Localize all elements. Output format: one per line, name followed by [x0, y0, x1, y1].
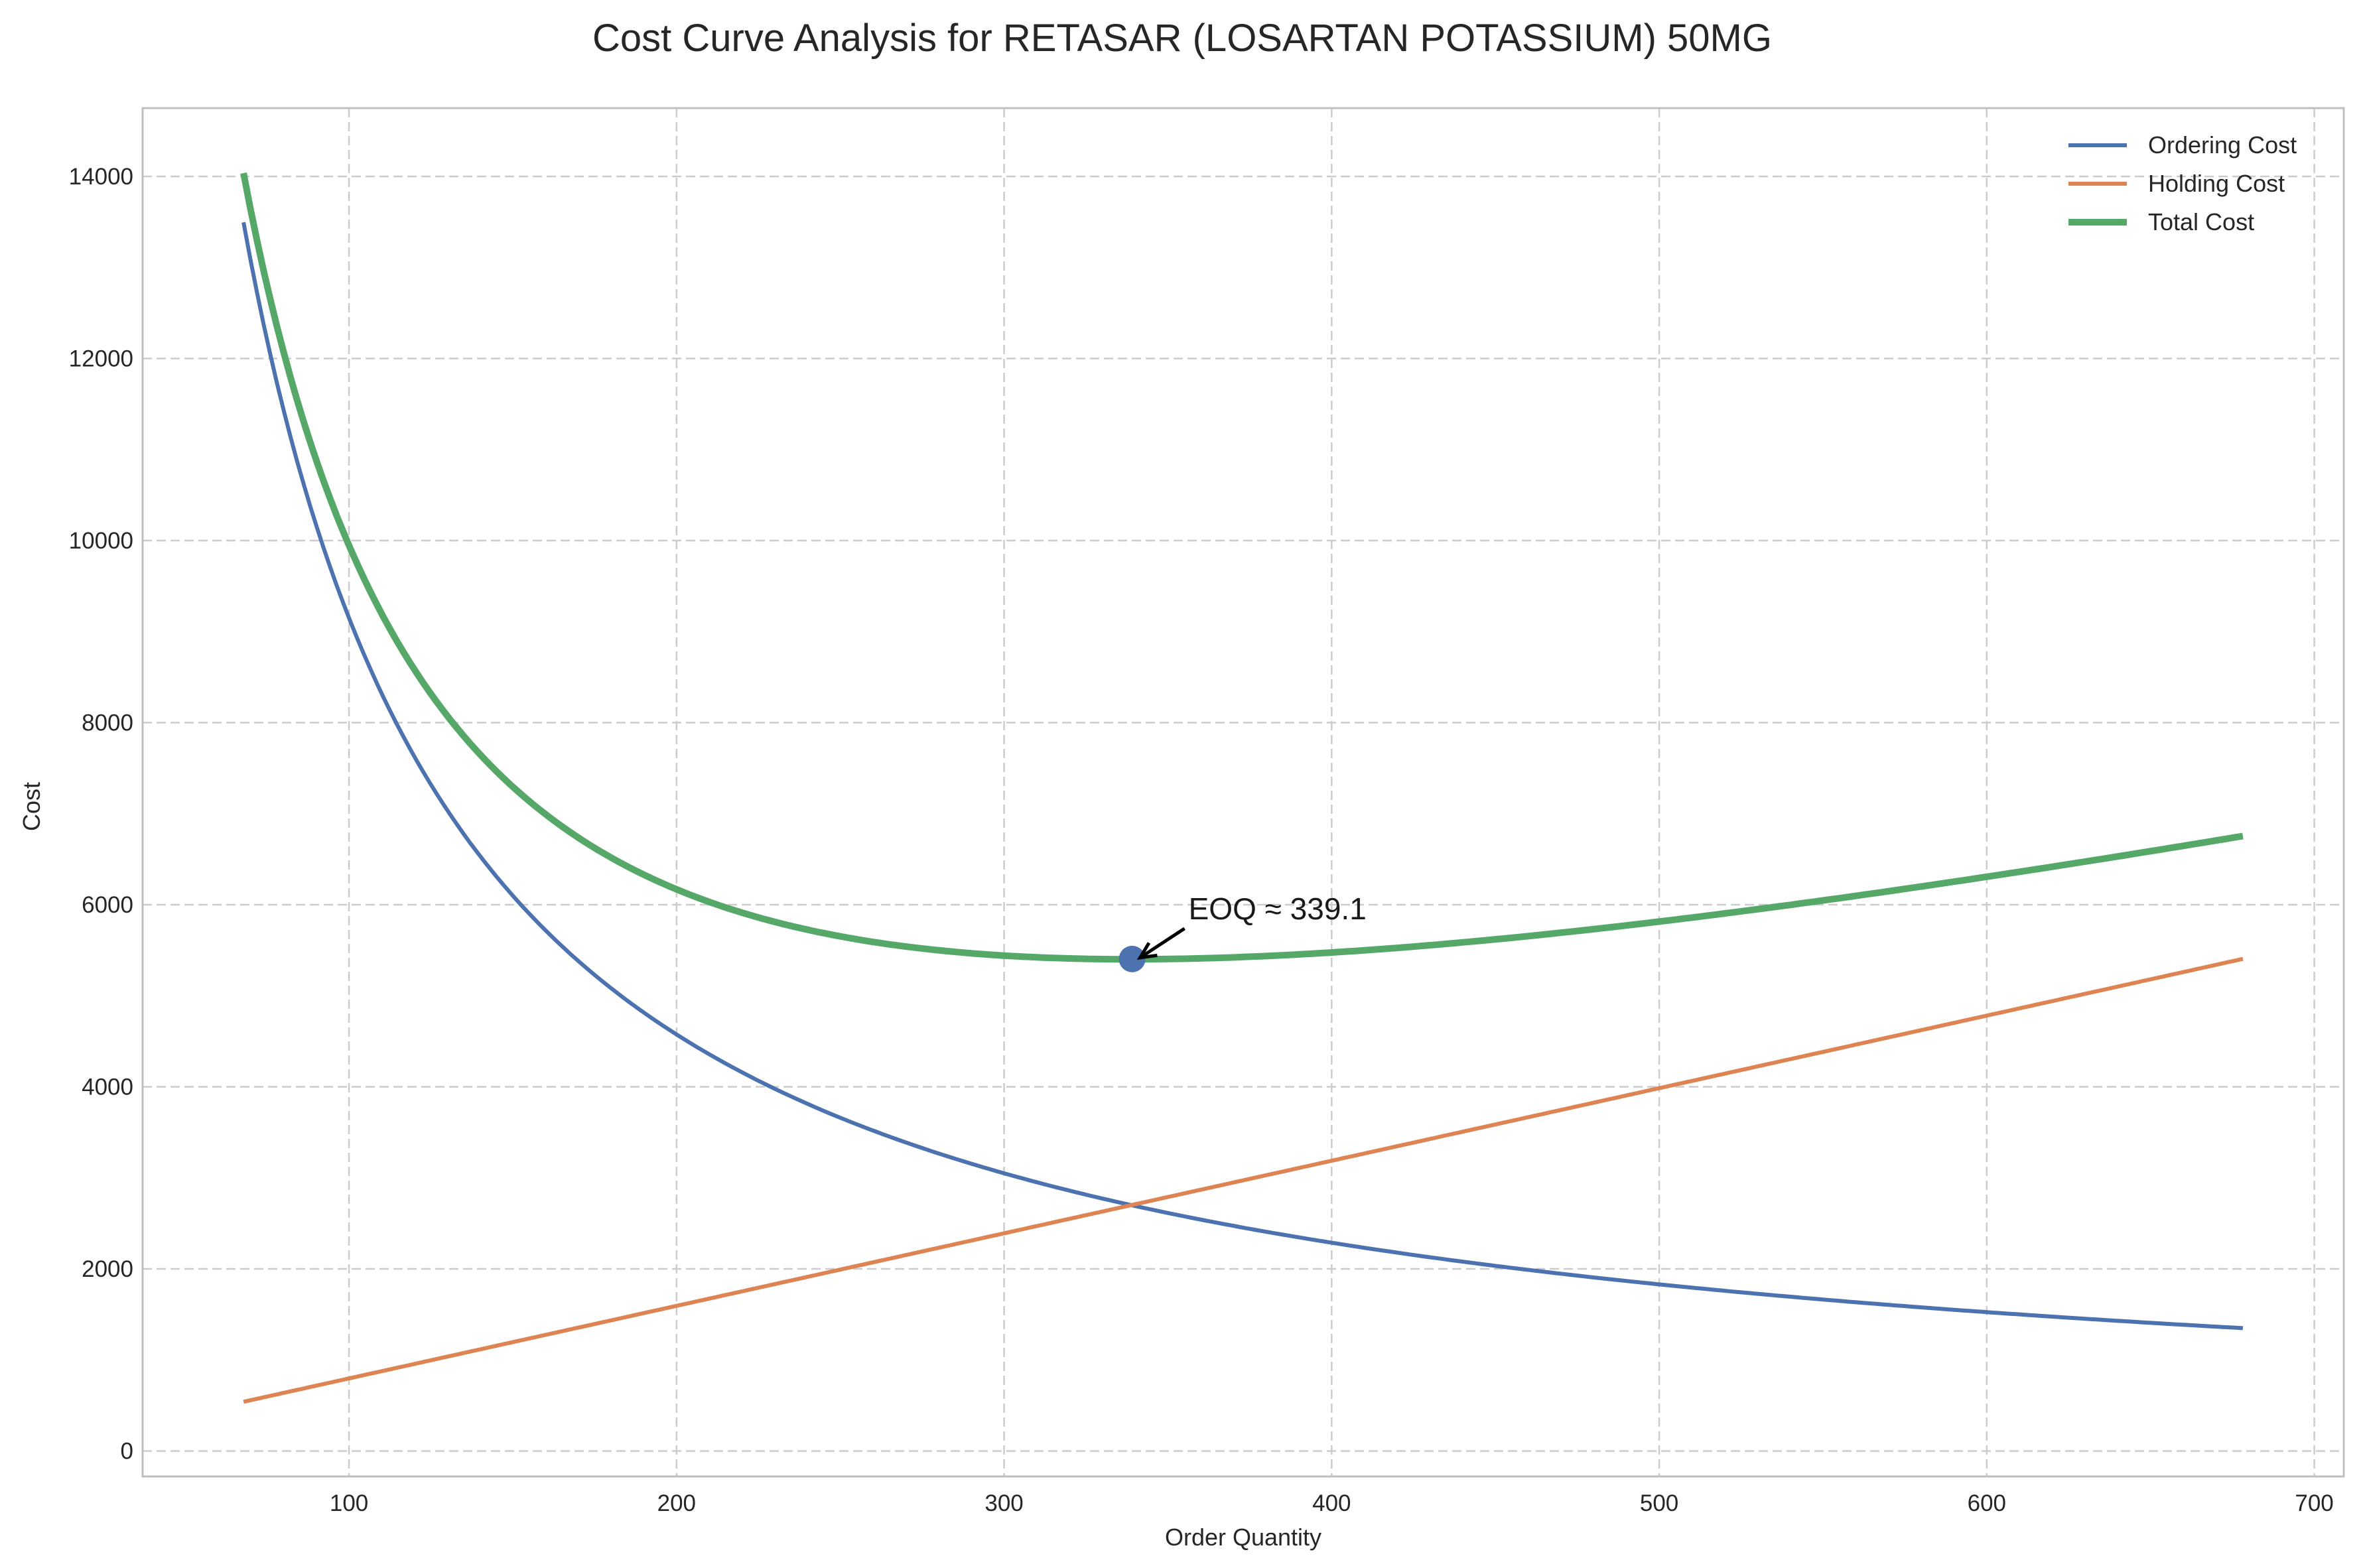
legend-entry: Ordering Cost: [2148, 131, 2297, 159]
x-tick-label: 400: [1312, 1490, 1351, 1516]
y-tick-label: 0: [121, 1439, 133, 1465]
series-lines: [240, 172, 2244, 1404]
x-tick-label: 300: [984, 1490, 1023, 1516]
chart-title: Cost Curve Analysis for RETASAR (LOSARTA…: [592, 17, 1772, 60]
x-tick-label: 200: [657, 1490, 696, 1516]
y-axis-label: Cost: [18, 782, 45, 831]
y-tick-label: 14000: [69, 164, 133, 190]
ordering-cost-line: [241, 222, 2244, 1331]
y-tick-label: 4000: [82, 1075, 133, 1100]
y-tick-label: 8000: [82, 710, 133, 736]
x-tick-label: 100: [330, 1490, 368, 1516]
legend: Ordering Cost Holding Cost Total Cost: [2068, 131, 2297, 235]
total-cost-line: [240, 172, 2244, 963]
grid-lines: [143, 108, 2344, 1476]
x-tick-label: 600: [1968, 1490, 2006, 1516]
y-tick-label: 2000: [82, 1256, 133, 1282]
legend-entry: Holding Cost: [2148, 170, 2285, 197]
y-tick-label: 10000: [69, 528, 133, 554]
eoq-annotation: EOQ ≈ 339.1: [1118, 891, 1367, 972]
eoq-marker: [1118, 945, 1146, 972]
eoq-arrow: [1139, 927, 1185, 959]
x-tick-label: 700: [2295, 1490, 2333, 1516]
tick-labels: 100 200 300 400 500 600 700 0 2000 4000 6000 8000 10…: [69, 164, 2334, 1516]
x-axis-label: Order Quantity: [1165, 1524, 1321, 1551]
eoq-arrow-head: [1136, 942, 1158, 960]
x-tick-label: 500: [1640, 1490, 1678, 1516]
plot-frame: [141, 107, 2345, 1478]
holding-cost-line: [243, 956, 2244, 1404]
eoq-label: EOQ ≈ 339.1: [1189, 891, 1367, 926]
y-tick-label: 12000: [69, 346, 133, 371]
legend-entry: Total Cost: [2148, 208, 2254, 235]
y-tick-label: 6000: [82, 892, 133, 918]
